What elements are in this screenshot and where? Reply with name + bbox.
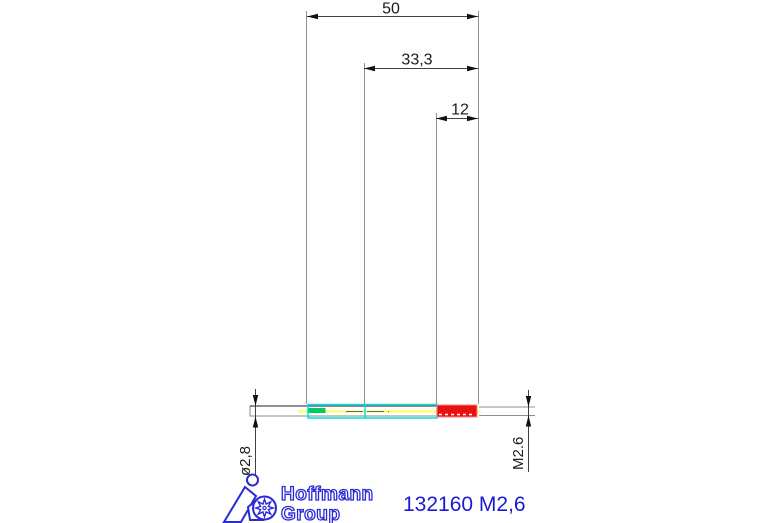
dimension-label-diameter: ø2,8 <box>237 446 254 476</box>
arrow-left-icon <box>307 13 318 20</box>
dimension-label-12: 12 <box>451 102 469 119</box>
arrow-down-icon <box>252 395 259 406</box>
dimension-overall-length: 50 <box>307 1 478 20</box>
logo-text-line2: Group <box>281 504 341 523</box>
arrow-right-icon <box>467 115 478 122</box>
arrow-left-icon <box>364 65 375 72</box>
arrow-right-icon <box>467 65 478 72</box>
dimension-length-to-neck: 33,3 <box>364 52 478 72</box>
arrow-down-icon <box>525 396 532 407</box>
dimension-shank-diameter: ø2,8 <box>237 389 259 477</box>
dimension-thread-designation: M2.6 <box>510 390 532 472</box>
arrow-right-icon <box>467 13 478 20</box>
neck-highlight-green <box>308 408 326 413</box>
dimension-label-thread: M2.6 <box>510 437 527 470</box>
arrow-left-icon <box>436 115 447 122</box>
dimension-label-50: 50 <box>382 1 400 18</box>
logo-figure-body <box>222 485 258 523</box>
extension-lines <box>306 11 535 416</box>
dimension-thread-length: 12 <box>436 102 478 122</box>
tool-body <box>249 403 481 419</box>
part-number-label: 132160 M2,6 <box>403 493 526 516</box>
logo-head-circle <box>246 473 259 487</box>
logo-text-line1: Hoffmann <box>281 484 374 505</box>
gear-center-dot <box>262 505 267 511</box>
dimension-label-33: 33,3 <box>401 52 432 69</box>
arrow-up-icon <box>525 415 532 427</box>
hoffmann-group-logo: Hoffmann Group <box>222 473 374 523</box>
arrow-up-icon <box>252 416 259 428</box>
